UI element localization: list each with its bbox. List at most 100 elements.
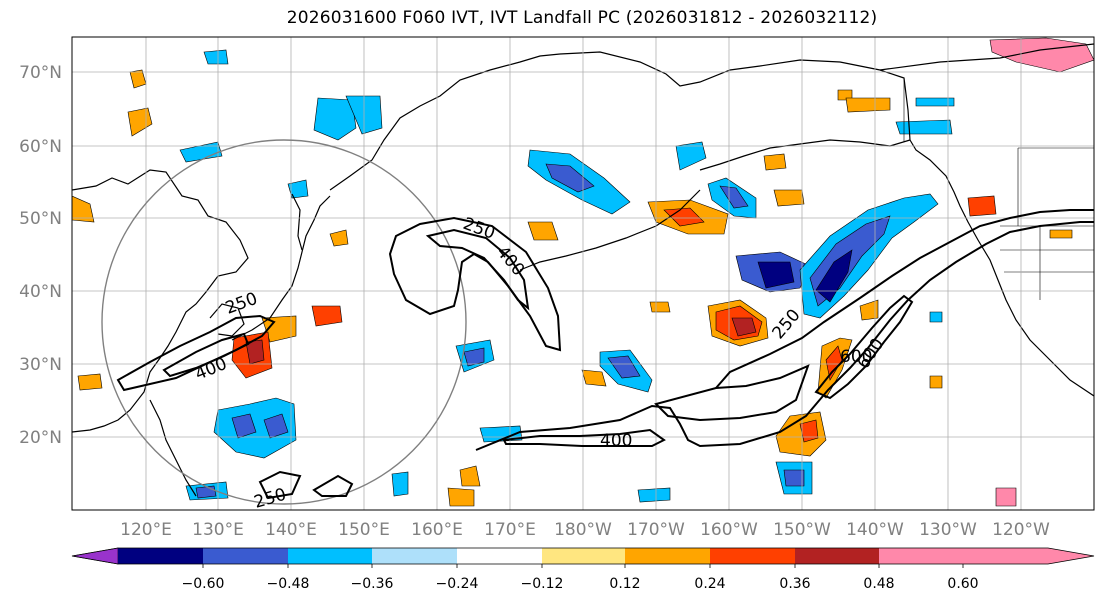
colorbar-segment	[963, 548, 1048, 564]
lon-label: 140°W	[846, 520, 904, 540]
ivt-contour	[814, 294, 914, 400]
shade-blob	[757, 261, 795, 289]
lon-label: 180°W	[554, 520, 612, 540]
map-panel: 250 400 250 400 250 600 600 400 250	[71, 36, 1095, 511]
coastline-taiwan-philippines	[149, 399, 197, 497]
shade-blob	[329, 229, 349, 247]
colorbar-segment	[457, 548, 542, 564]
shade-blob	[825, 345, 843, 381]
shade-blob	[545, 163, 595, 193]
coastline-sakhalin	[291, 193, 303, 251]
shade-blob	[763, 153, 787, 171]
lon-label: 120°E	[120, 520, 172, 540]
ivt-shading	[72, 37, 1094, 507]
lon-label: 160°E	[411, 520, 463, 540]
colorbar: −0.60 −0.48 −0.36 −0.24 −0.12 0.12 0.24 …	[71, 547, 1095, 592]
lon-label: 130°E	[192, 520, 244, 540]
coastline-alaska-peninsula	[699, 139, 911, 171]
shade-blob	[203, 49, 229, 65]
graticule	[72, 37, 1094, 510]
lat-label: 40°N	[19, 282, 62, 302]
lon-label: 170°W	[627, 520, 685, 540]
shade-blob	[637, 487, 671, 503]
ivt-contour	[475, 221, 1094, 451]
shade-blob	[311, 305, 343, 327]
colorbar-segment	[710, 548, 795, 564]
lon-labels: 120°E 130°E 140°E 150°E 160°E 170°E 180°…	[120, 520, 1050, 540]
colorbar-segment	[542, 548, 625, 564]
shade-blob	[649, 301, 671, 313]
contour-label: 400	[600, 431, 632, 451]
ivt-contours	[116, 209, 1094, 500]
shade-blob	[845, 97, 891, 113]
shade-blob	[895, 119, 953, 135]
colorbar-segment	[795, 548, 879, 564]
colorbar-tick-label: −0.36	[351, 576, 394, 592]
coastline-japan	[231, 195, 331, 341]
lon-label: 140°E	[265, 520, 317, 540]
border-canada-provinces	[1017, 147, 1094, 226]
colorbar-outline	[71, 547, 1095, 565]
coastline-korea	[209, 303, 245, 337]
colorbar-segment	[625, 548, 710, 564]
lat-label: 60°N	[19, 137, 62, 157]
ivt-contour	[425, 228, 530, 311]
shade-blob	[731, 317, 757, 337]
shade-blob	[459, 465, 481, 487]
shade-blob	[263, 413, 289, 439]
shade-blob	[72, 195, 95, 223]
colorbar-segment	[288, 548, 372, 564]
colorbar-tick-label: 0.12	[609, 576, 640, 592]
shade-blob	[179, 141, 223, 163]
lat-label: 30°N	[19, 355, 62, 375]
shade-blob	[391, 471, 409, 497]
shade-blob	[607, 355, 641, 379]
lon-label: 150°W	[773, 520, 831, 540]
map-title: 2026031600 F060 IVT, IVT Landfall PC (20…	[286, 8, 878, 28]
coastline-canada-arctic	[879, 43, 1094, 71]
shade-blob	[773, 189, 805, 207]
ivt-contour	[116, 314, 276, 392]
map-frame	[71, 36, 1095, 511]
colorbar-extend-max-tip	[1048, 548, 1094, 564]
colorbar-tick-label: −0.48	[267, 576, 310, 592]
colorbar-tick-label: 0.48	[863, 576, 894, 592]
shade-blob	[929, 375, 943, 389]
coastline-alaska	[759, 59, 1094, 397]
ivt-contour	[162, 332, 250, 378]
lon-label: 170°E	[484, 520, 536, 540]
lat-labels: 70°N 60°N 50°N 40°N 30°N 20°N	[19, 63, 62, 448]
colorbar-extend-min	[71, 547, 119, 565]
shade-blob	[231, 413, 257, 439]
lon-label: 130°W	[919, 520, 977, 540]
ivt-contour	[654, 364, 810, 422]
coastline-kamchatka	[329, 53, 561, 191]
shade-blob	[527, 221, 559, 241]
colorbar-segment	[372, 548, 457, 564]
shade-blob	[447, 487, 475, 507]
lat-label: 20°N	[19, 428, 62, 448]
shade-blob	[581, 369, 607, 387]
colorbar-tick-label: 0.24	[694, 576, 725, 592]
shade-blob	[929, 311, 943, 323]
ivt-contour	[258, 470, 302, 500]
shade-blob	[195, 485, 217, 499]
shade-blob	[859, 299, 879, 321]
shade-blob	[77, 373, 103, 391]
colorbar-tick-label: −0.60	[182, 576, 225, 592]
colorbar-tick-label: 0.36	[779, 576, 810, 592]
shade-blob	[1049, 229, 1073, 239]
shade-blob	[799, 419, 819, 443]
shade-blob	[675, 141, 707, 171]
borders	[903, 78, 1094, 300]
lat-label: 50°N	[19, 209, 62, 229]
lon-label: 150°E	[338, 520, 390, 540]
contour-label: 600	[840, 347, 872, 367]
shade-blob	[213, 397, 297, 459]
shade-blob	[313, 97, 357, 141]
shade-blob	[783, 469, 805, 487]
colorbar-segment	[203, 548, 288, 564]
colorbar-segment	[118, 548, 203, 564]
ivt-contour	[312, 474, 354, 497]
